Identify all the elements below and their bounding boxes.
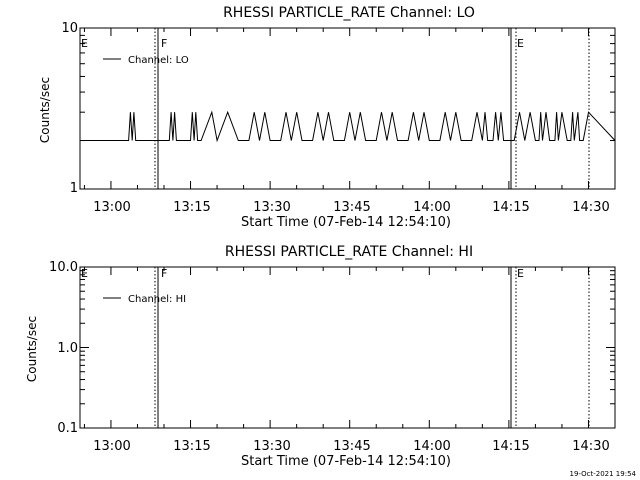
x-tick-label: 14:30 [572, 439, 609, 454]
marker-label-e: E [517, 37, 524, 50]
x-tick-labels: 13:00 13:15 13:30 13:45 14:00 14:15 14:3… [93, 439, 609, 454]
marker-label-e: E [517, 267, 524, 280]
x-tick-label: 14:15 [492, 439, 529, 454]
axis-ticks [80, 266, 616, 429]
y-tick-label: 0.1 [57, 421, 78, 436]
y-axis-label: Counts/sec [38, 77, 52, 143]
x-tick-label: 13:15 [173, 439, 210, 454]
legend: Channel: LO [103, 55, 189, 66]
series-line-lo [80, 110, 616, 143]
x-tick-label: 14:30 [572, 200, 609, 215]
chart-title: RHESSI PARTICLE_RATE Channel: LO [223, 5, 475, 21]
y-tick-label: 10.0 [49, 260, 78, 275]
legend-label: Channel: LO [128, 55, 189, 66]
marker-label-f: F [161, 267, 167, 280]
x-tick-label: 13:00 [93, 439, 130, 454]
y-tick-label: 1.0 [57, 341, 78, 356]
y-tick-label: 10 [61, 21, 78, 36]
x-axis-label: Start Time (07-Feb-14 12:54:10) [241, 454, 451, 469]
axis-ticks [80, 27, 616, 190]
x-tick-label: 14:15 [492, 200, 529, 215]
panel-hi: RHESSI PARTICLE_RATE Channel: HI 10.0 1.… [25, 244, 616, 469]
plot-frame [79, 27, 616, 190]
legend: Channel: HI [103, 294, 186, 305]
panel-lo: RHESSI PARTICLE_RATE Channel: LO 10 1 13… [38, 5, 616, 230]
x-tick-label: 13:30 [253, 200, 290, 215]
x-tick-label: 13:45 [333, 439, 370, 454]
x-axis-label: Start Time (07-Feb-14 12:54:10) [241, 215, 451, 230]
plot-frame [79, 266, 616, 429]
marker-label-f: F [161, 37, 167, 50]
x-tick-label: 14:00 [413, 439, 450, 454]
x-tick-label: 13:00 [93, 200, 130, 215]
timestamp: 19-Oct-2021 19:54 [570, 470, 637, 478]
y-axis-label: Counts/sec [25, 316, 39, 382]
y-tick-label: 1 [70, 181, 78, 196]
x-tick-label: 14:00 [413, 200, 450, 215]
marker-label-e: E [81, 37, 88, 50]
x-tick-label: 13:45 [333, 200, 370, 215]
legend-label: Channel: HI [128, 294, 186, 305]
marker-label-e: E [81, 267, 88, 280]
x-tick-labels: 13:00 13:15 13:30 13:45 14:00 14:15 14:3… [93, 200, 609, 215]
chart-title: RHESSI PARTICLE_RATE Channel: HI [225, 244, 473, 260]
x-tick-label: 13:30 [253, 439, 290, 454]
x-tick-label: 13:15 [173, 200, 210, 215]
